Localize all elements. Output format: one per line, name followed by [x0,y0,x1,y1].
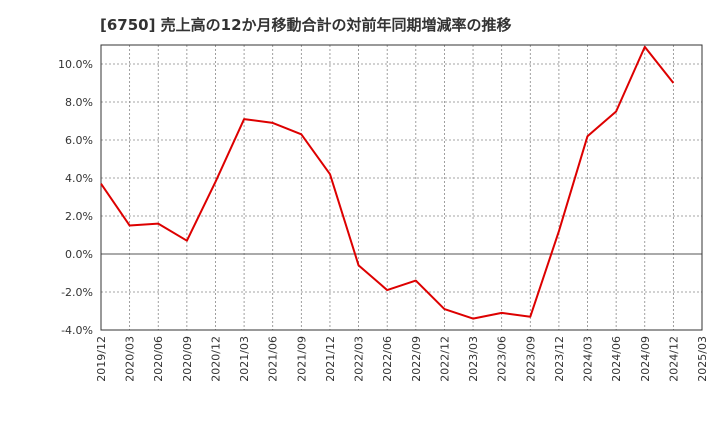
x-tick-label: 2023/12 [553,336,566,382]
y-tick-label: 10.0% [58,58,93,71]
y-tick-label: 2.0% [65,210,93,223]
x-tick-label: 2020/03 [124,336,137,382]
x-axis-ticks: 2019/12 2020/03 2020/06 2020/09 2020/12 2021/… [95,336,709,382]
y-tick-label: 6.0% [65,134,93,147]
chart-title: [6750] 売上高の12か月移動合計の対前年同期増減率の推移 [100,16,512,34]
x-tick-label: 2022/03 [353,336,366,382]
y-tick-label: 0.0% [65,248,93,261]
y-tick-label: -4.0% [61,324,93,337]
x-tick-label: 2024/09 [639,336,652,382]
x-tick-label: 2025/03 [696,336,709,382]
x-tick-label: 2020/12 [209,336,222,382]
x-tick-label: 2021/03 [238,336,251,382]
x-tick-label: 2019/12 [95,336,108,382]
x-tick-label: 2022/06 [381,336,394,382]
x-tick-label: 2024/12 [667,336,680,382]
x-tick-label: 2022/12 [438,336,451,382]
y-tick-label: 8.0% [65,96,93,109]
y-tick-label: 4.0% [65,172,93,185]
x-tick-label: 2021/06 [267,336,280,382]
x-tick-label: 2023/09 [524,336,537,382]
y-tick-label: -2.0% [61,286,93,299]
x-tick-label: 2020/06 [152,336,165,382]
x-tick-label: 2021/12 [324,336,337,382]
series-line [100,45,675,320]
x-tick-label: 2023/06 [496,336,509,382]
y-axis-ticks: -4.0% -2.0% 0.0% 2.0% 4.0% 6.0% 8.0% 10.0% [58,58,93,337]
grid [101,45,702,331]
series [100,45,675,320]
x-tick-label: 2023/03 [467,336,480,382]
plot-area [100,44,703,331]
x-tick-label: 2021/09 [295,336,308,382]
x-tick-label: 2024/03 [582,336,595,382]
x-tick-label: 2022/09 [410,336,423,382]
x-tick-label: 2024/06 [610,336,623,382]
x-tick-label: 2020/09 [181,336,194,382]
